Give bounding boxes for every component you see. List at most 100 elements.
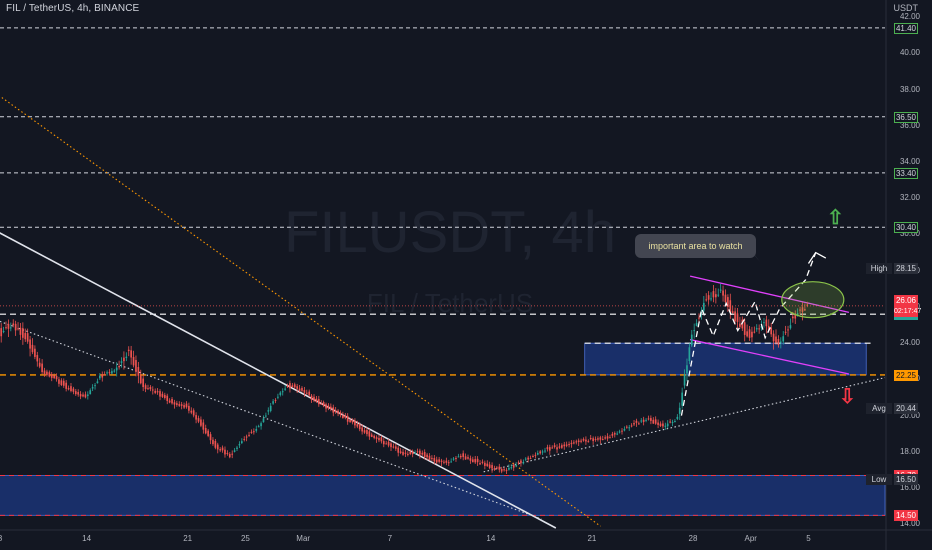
candle-body <box>491 465 493 469</box>
candle-body <box>375 437 378 439</box>
symbol-title[interactable]: FIL / TetherUS, 4h, BINANCE <box>6 3 140 14</box>
candle-body <box>739 323 741 327</box>
candle-body <box>135 360 137 372</box>
candle-body <box>775 336 777 343</box>
candle-body <box>553 445 556 448</box>
candle-body <box>209 434 212 441</box>
candle-body <box>409 452 412 455</box>
candle-body <box>693 330 696 332</box>
candle-body <box>681 392 683 406</box>
candle-body <box>731 311 734 313</box>
candle-body <box>168 400 171 403</box>
candle-body <box>503 469 505 471</box>
candle-body <box>635 420 638 423</box>
candle-body <box>173 402 176 405</box>
candle-body <box>599 437 602 440</box>
candle-body <box>204 428 207 434</box>
candle-body <box>748 329 751 338</box>
candle-body <box>125 356 128 358</box>
candle-body <box>640 420 643 422</box>
candle-body <box>787 329 789 331</box>
price-level-tag: 33.40 <box>894 167 918 179</box>
candle-body <box>82 394 84 397</box>
candle-body <box>604 437 607 439</box>
candle-body <box>416 451 419 453</box>
candle-body <box>394 446 397 449</box>
candle-body <box>2 331 5 333</box>
candle-body <box>123 357 125 362</box>
candle-body <box>9 327 12 329</box>
avg-stat-value: 20.44 <box>894 402 918 414</box>
rising-dotted-support <box>483 377 886 473</box>
price-tick-label: 30.00 <box>899 229 921 239</box>
candle-body <box>62 380 65 386</box>
watermark-ticker: FILUSDT, 4h <box>284 200 616 265</box>
candle-body <box>74 391 77 395</box>
candle-body <box>589 437 592 439</box>
time-tick-label: 14 <box>82 534 92 543</box>
candle-body <box>159 391 161 397</box>
price-tick-label: 32.00 <box>899 193 921 203</box>
candle-body <box>505 469 508 471</box>
candle-body <box>577 440 580 442</box>
low-stat-label: Low <box>866 474 892 486</box>
candle-body <box>621 430 623 432</box>
candle-body <box>289 383 291 389</box>
candle-body <box>724 294 727 303</box>
candle-body <box>368 431 371 437</box>
candle-body <box>178 404 181 406</box>
candle-body <box>337 410 339 414</box>
candle-body <box>176 403 178 405</box>
candle-body <box>609 437 611 439</box>
candle-body <box>219 449 222 451</box>
candle-body <box>351 420 354 423</box>
candle-body <box>527 457 530 460</box>
candle-body <box>500 468 503 472</box>
callout-note[interactable]: important area to watch <box>635 234 756 258</box>
candle-body <box>231 453 234 455</box>
candle-body <box>334 410 337 412</box>
candle-body <box>296 386 299 389</box>
green-up-arrow-icon[interactable]: ⇧ <box>827 207 844 229</box>
candle-body <box>471 459 474 463</box>
candle-body <box>616 433 619 435</box>
candle-body <box>671 421 674 423</box>
candle-body <box>317 399 320 405</box>
candle-body <box>594 438 597 440</box>
candle-body <box>435 459 438 463</box>
time-tick-label: 5 <box>806 534 811 543</box>
candle-body <box>26 333 29 342</box>
red-down-arrow-icon[interactable]: ⇩ <box>839 386 856 408</box>
candle-body <box>221 447 224 451</box>
candle-body <box>719 289 722 291</box>
candle-body <box>216 444 219 450</box>
candle-body <box>796 313 799 316</box>
time-tick-label: Apr <box>744 534 757 543</box>
time-tick-label: 21 <box>587 534 597 543</box>
candle-body <box>414 453 416 455</box>
candle-body <box>597 438 599 440</box>
candle-body <box>84 394 87 398</box>
candle-body <box>313 396 315 401</box>
candle-body <box>363 430 366 433</box>
candle-body <box>484 462 486 466</box>
price-tick-label: 34.00 <box>899 157 921 166</box>
candle-body <box>575 441 578 443</box>
candle-body <box>240 441 243 444</box>
candle-body <box>411 451 414 455</box>
candle-body <box>207 430 209 436</box>
candle-body <box>310 395 313 400</box>
candle-body <box>551 447 554 449</box>
candle-body <box>536 452 539 455</box>
candle-body <box>50 374 53 378</box>
candle-body <box>804 309 806 311</box>
candle-body <box>22 328 24 338</box>
candle-body <box>729 300 732 313</box>
countdown-tag: 02:17:47 <box>894 305 922 317</box>
candle-body <box>226 452 229 454</box>
candle-body <box>715 294 717 298</box>
price-tick-label: 16.00 <box>899 483 921 493</box>
price-level-tag: 36.50 <box>894 111 918 123</box>
